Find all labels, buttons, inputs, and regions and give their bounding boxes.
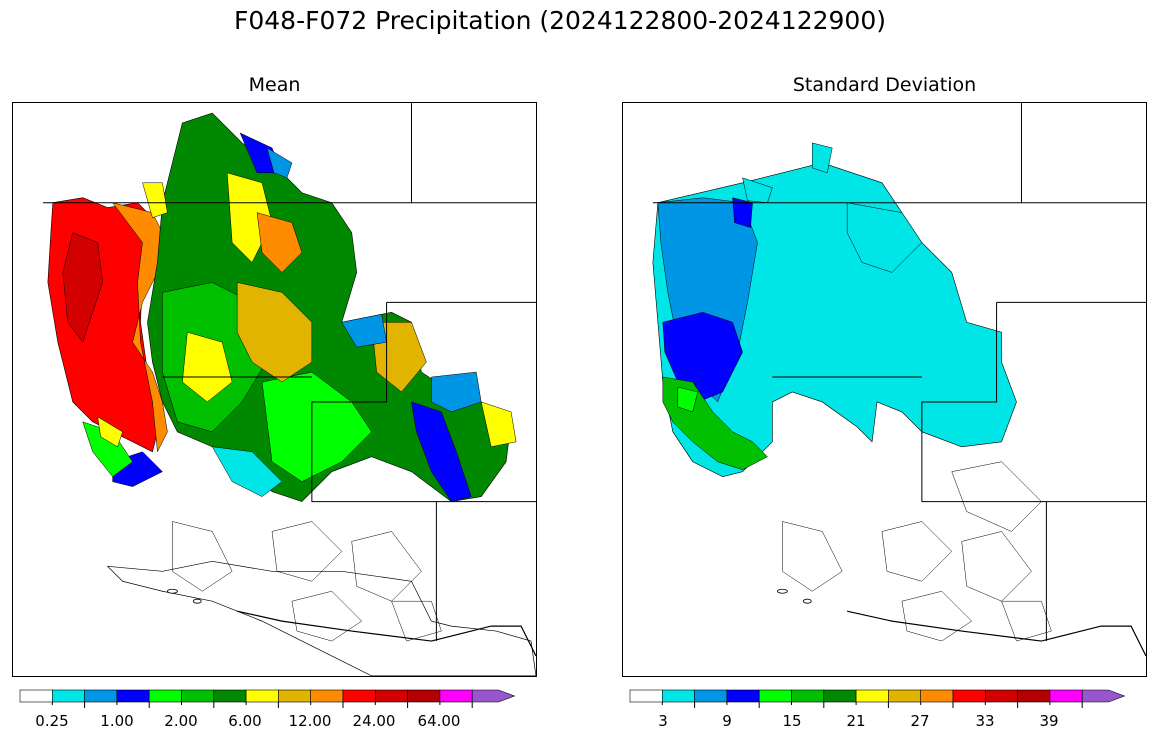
std-tick-label: 33 — [975, 712, 995, 730]
colorbar-segment — [116, 689, 150, 703]
mean-darkred-zone — [62, 232, 103, 343]
std-colorbar — [629, 689, 1140, 708]
colorbar-segment — [19, 689, 53, 703]
mean-yellow-nw — [142, 182, 168, 218]
colorbar-segment — [1017, 689, 1051, 703]
std-island-1 — [777, 588, 788, 594]
colorbar-segment — [694, 689, 728, 703]
colorbar-segment — [726, 689, 760, 703]
std-state-border-2 — [921, 302, 1146, 503]
colorbar-segment — [374, 689, 408, 703]
colorbar-segment — [84, 689, 118, 703]
std-blue-north — [732, 197, 753, 228]
colorbar-segment — [471, 689, 516, 703]
colorbar-segment — [629, 689, 663, 703]
mean-lightblue-east — [431, 371, 482, 413]
colorbar-segment — [278, 689, 311, 703]
colorbar-segment — [823, 689, 857, 703]
std-basin-outlines — [782, 461, 1052, 642]
colorbar-segment — [245, 689, 279, 703]
colorbar-segment — [439, 689, 473, 703]
mean-gold-central — [236, 282, 313, 383]
figure-title: F048-F072 Precipitation (2024122800-2024… — [233, 6, 886, 35]
mean-tick-label: 12.00 — [288, 712, 332, 730]
mean-lightblue-north — [266, 147, 293, 179]
colorbar-segment — [1049, 689, 1083, 703]
std-panel-title: Standard Deviation — [792, 74, 977, 96]
mean-tick-label: 64.00 — [417, 712, 461, 730]
colorbar-segment — [758, 689, 792, 703]
mean-map-canvas — [42, 103, 536, 676]
std-lightgreen-sw — [677, 386, 699, 413]
std-tick-label: 3 — [658, 712, 668, 730]
mean-mexico-border — [237, 610, 536, 657]
std-tick-label: 15 — [782, 712, 802, 730]
std-cyan-central — [846, 202, 923, 273]
std-tick-label: 9 — [722, 712, 732, 730]
mean-panel-title: Mean — [248, 74, 301, 96]
colorbar-segment — [888, 689, 921, 703]
colorbar-segment — [342, 689, 376, 703]
mean-tick-label: 1.00 — [100, 712, 134, 730]
mean-tick-label: 2.00 — [164, 712, 198, 730]
std-tick-label: 21 — [846, 712, 866, 730]
mean-colorbar-svg — [19, 689, 516, 708]
mean-island-2 — [192, 598, 202, 604]
colorbar-segment — [51, 689, 85, 703]
colorbar-segment — [148, 689, 182, 703]
colorbar-segment — [791, 689, 825, 703]
mean-southwest-region — [106, 560, 536, 676]
colorbar-segment — [855, 689, 889, 703]
mean-colorbar — [19, 689, 530, 708]
std-canada-border — [1020, 103, 1146, 204]
mean-state-border-2 — [311, 302, 536, 503]
mean-tick-label: 0.25 — [35, 712, 69, 730]
mean-canada-border — [410, 103, 536, 204]
std-mexico-border — [847, 610, 1146, 657]
colorbar-segment — [661, 689, 695, 703]
colorbar-segment — [1081, 689, 1126, 703]
colorbar-segment — [952, 689, 986, 703]
colorbar-segment — [213, 689, 247, 703]
std-island-2 — [802, 598, 812, 604]
mean-yellow-sw — [97, 416, 123, 448]
mean-tick-label: 6.00 — [228, 712, 262, 730]
colorbar-segment — [407, 689, 441, 703]
std-map — [622, 102, 1147, 677]
colorbar-segment — [310, 689, 344, 703]
colorbar-segment — [984, 689, 1018, 703]
colorbar-segment — [920, 689, 954, 703]
mean-yellow-central — [182, 331, 233, 403]
mean-orange-interior — [256, 212, 303, 273]
mean-basin-outlines — [172, 521, 442, 642]
mean-cyan-south — [211, 446, 283, 497]
mean-map — [12, 102, 537, 677]
mean-tick-label: 24.00 — [352, 712, 396, 730]
mean-yellow-east — [480, 401, 517, 448]
std-cyan-north — [812, 142, 833, 174]
std-colorbar-svg — [629, 689, 1126, 708]
std-blue-coastal — [662, 312, 743, 403]
mean-lightgreen-zone — [261, 371, 372, 482]
std-map-canvas — [652, 103, 1146, 657]
std-tick-label: 39 — [1039, 712, 1059, 730]
std-tick-label: 27 — [910, 712, 930, 730]
mean-island-1 — [167, 588, 178, 594]
colorbar-segment — [181, 689, 215, 703]
mean-blue-east — [411, 401, 472, 502]
